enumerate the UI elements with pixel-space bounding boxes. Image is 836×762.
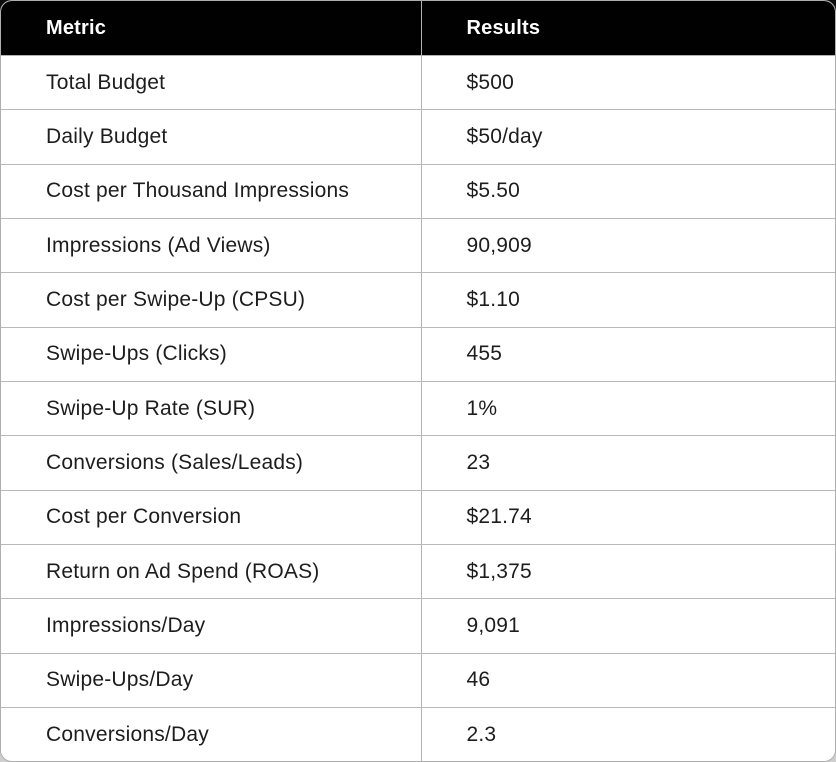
metric-cell: Swipe-Ups/Day xyxy=(1,653,421,709)
metric-cell: Swipe-Ups (Clicks) xyxy=(1,327,421,383)
table-row: Impressions/Day 9,091 xyxy=(1,598,835,654)
metric-cell: Conversions/Day xyxy=(1,707,421,761)
metric-cell: Cost per Conversion xyxy=(1,490,421,546)
metric-cell: Conversions (Sales/Leads) xyxy=(1,435,421,491)
table-row: Total Budget $500 xyxy=(1,55,835,111)
result-cell: 1% xyxy=(420,381,835,437)
metric-cell: Return on Ad Spend (ROAS) xyxy=(1,544,421,600)
metric-cell: Swipe-Up Rate (SUR) xyxy=(1,381,421,437)
result-cell: $1,375 xyxy=(420,544,835,600)
result-cell: $1.10 xyxy=(420,272,835,328)
result-cell: 23 xyxy=(420,435,835,491)
result-cell: $21.74 xyxy=(420,490,835,546)
column-header-metric: Metric xyxy=(1,1,421,56)
table-row: Swipe-Up Rate (SUR) 1% xyxy=(1,381,835,437)
metric-cell: Impressions/Day xyxy=(1,598,421,654)
table-row: Conversions (Sales/Leads) 23 xyxy=(1,435,835,491)
table-row: Daily Budget $50/day xyxy=(1,109,835,165)
table-row: Cost per Conversion $21.74 xyxy=(1,490,835,546)
table-row: Impressions (Ad Views) 90,909 xyxy=(1,218,835,274)
metric-cell: Cost per Swipe-Up (CPSU) xyxy=(1,272,421,328)
result-cell: $5.50 xyxy=(420,164,835,220)
column-header-results: Results xyxy=(420,1,835,56)
table-row: Cost per Thousand Impressions $5.50 xyxy=(1,164,835,220)
table-row: Cost per Swipe-Up (CPSU) $1.10 xyxy=(1,272,835,328)
table-row: Conversions/Day 2.3 xyxy=(1,707,835,761)
result-cell: $500 xyxy=(420,55,835,111)
result-cell: 46 xyxy=(420,653,835,709)
metric-cell: Cost per Thousand Impressions xyxy=(1,164,421,220)
result-cell: $50/day xyxy=(420,109,835,165)
result-cell: 455 xyxy=(420,327,835,383)
metric-cell: Total Budget xyxy=(1,55,421,111)
metric-cell: Daily Budget xyxy=(1,109,421,165)
metric-cell: Impressions (Ad Views) xyxy=(1,218,421,274)
result-cell: 90,909 xyxy=(420,218,835,274)
table-row: Swipe-Ups (Clicks) 455 xyxy=(1,327,835,383)
result-cell: 2.3 xyxy=(420,707,835,761)
table-row: Return on Ad Spend (ROAS) $1,375 xyxy=(1,544,835,600)
table-row: Swipe-Ups/Day 46 xyxy=(1,653,835,709)
result-cell: 9,091 xyxy=(420,598,835,654)
header-row: Metric Results xyxy=(1,1,835,56)
